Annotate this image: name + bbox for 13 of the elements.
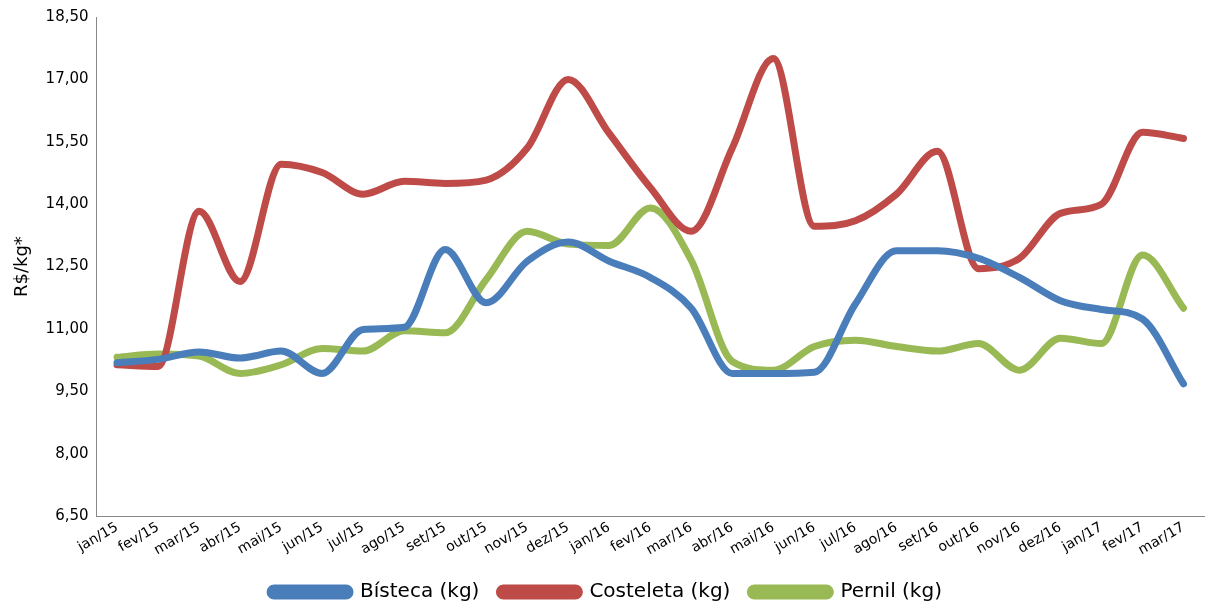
- y-tick-label: 18,50: [45, 6, 89, 25]
- y-tick-label: 17,00: [45, 69, 89, 88]
- y-tick-label: 11,00: [45, 318, 89, 337]
- legend-label: Pernil (kg): [840, 578, 942, 603]
- y-tick-label: 14,00: [45, 194, 89, 213]
- legend-label: Bísteca (kg): [360, 578, 480, 603]
- legend-label: Costeleta (kg): [589, 578, 731, 603]
- y-tick-label: 15,50: [45, 131, 89, 150]
- y-tick-label: 6,50: [55, 506, 89, 525]
- y-tick-label: 9,50: [55, 381, 89, 400]
- y-tick-label: 12,50: [45, 256, 89, 275]
- y-tick-label: 8,00: [55, 443, 89, 462]
- y-axis-title: R$/kg*: [10, 236, 32, 298]
